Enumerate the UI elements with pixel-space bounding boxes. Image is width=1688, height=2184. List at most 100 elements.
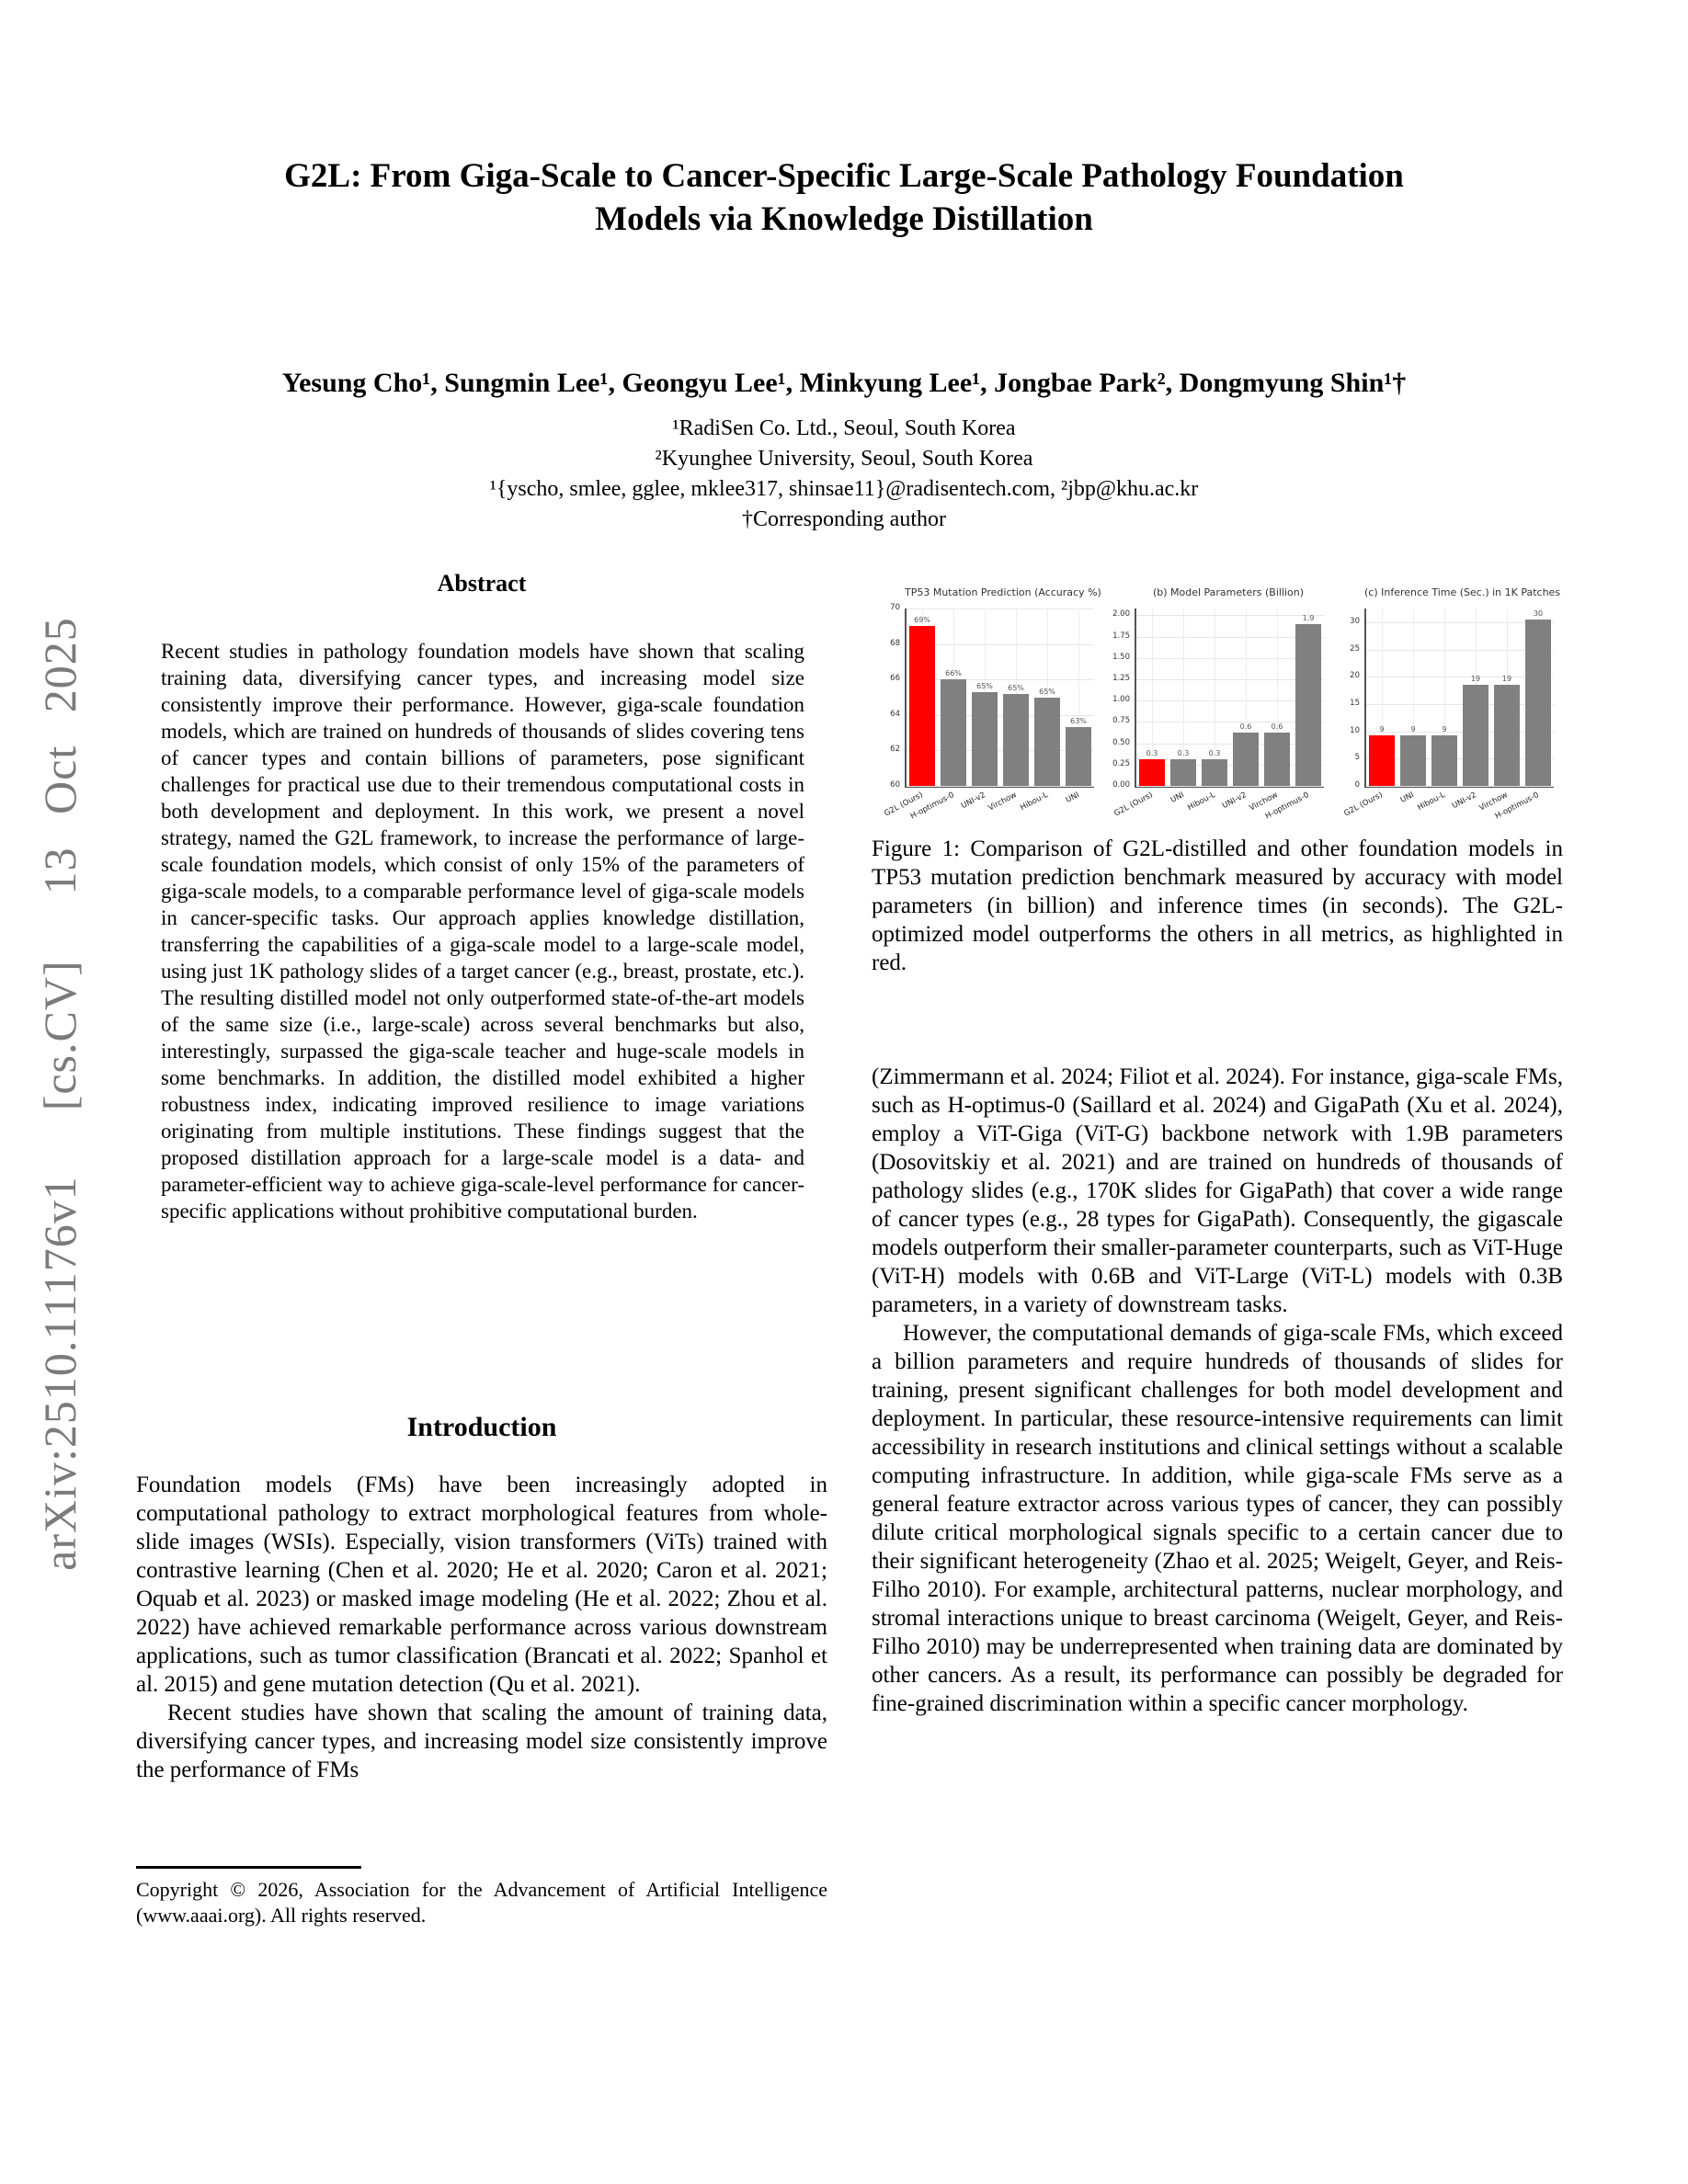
bar-H-optimus-0 [1525,620,1551,786]
authors-line: Yesung Cho¹, Sungmin Lee¹, Geongyu Lee¹,… [281,368,1407,398]
gridline-vertical [1183,609,1184,786]
bar-value-label: 65% [1039,687,1055,696]
y-tick-label: 2.00 [1112,609,1130,620]
gridline-horizontal [1136,679,1324,680]
y-tick-label: 0.50 [1112,737,1130,747]
bar-value-label: 63% [1070,717,1087,726]
gridline-horizontal [907,714,1094,716]
bar-H-optimus-0 [941,679,966,786]
bar-value-label: 69% [914,616,930,625]
bar-UNI [1066,727,1091,786]
bar-Hibou-L [1202,759,1227,786]
paper-title-line2: Models via Knowledge Distillation [595,200,1093,238]
gridline-vertical [1277,609,1278,786]
affiliation-emails: ¹{yscho, smlee, gglee, mklee317, shinsae… [489,477,1199,501]
bar-value-label: 19 [1501,674,1512,683]
y-tick-label: 0 [1354,780,1360,790]
gridline-horizontal [1366,621,1554,623]
right-column-paragraph-2: However, the computational demands of gi… [872,1321,1563,1716]
model-parameters-chart: (b) Model Parameters (Billion) 0.3 0.3 0.3 0… [1101,577,1331,827]
copyright-footnote: Copyright © 2026, Association for the Ad… [136,1878,827,1927]
y-tick-label: 30 [1350,616,1360,626]
abstract-heading: Abstract [437,570,527,597]
gridline-horizontal [1136,636,1324,638]
bar-value-label: 9 [1442,725,1447,734]
gridline-vertical [1078,609,1079,786]
gridline-horizontal [1136,764,1324,766]
gridline-horizontal [907,679,1094,681]
bar-value-label: 65% [1008,683,1024,692]
gridline-horizontal [1366,649,1554,651]
gridline-horizontal [1136,657,1324,659]
bar-value-label: 0.6 [1271,722,1283,731]
y-tick-label: 20 [1350,671,1360,681]
introduction-heading: Introduction [406,1412,557,1442]
gridline-horizontal [907,786,1094,787]
gridline-horizontal [1366,731,1554,733]
bar-value-label: 9 [1379,725,1385,734]
gridline-horizontal [1136,700,1324,702]
bar-value-label: 0.6 [1239,722,1252,731]
bar-UNI [1400,735,1426,786]
bar-UNI-v2 [1233,732,1259,786]
tp53-accuracy-chart: TP53 Mutation Prediction (Accuracy %) 69%… [872,577,1101,827]
bar-G2L (Ours) [909,626,935,786]
y-tick-label: 60 [890,780,900,790]
corresponding-author-note: †Corresponding author [742,507,946,531]
gridline-horizontal [1136,786,1324,787]
gridline-vertical [1152,609,1153,786]
y-tick-label: 0.25 [1112,758,1130,768]
bar-value-label: 19 [1470,674,1481,683]
y-tick-label: 68 [890,638,900,648]
gridline-vertical [1382,609,1383,786]
inference-time-chart: (c) Inference Time (Sec.) in 1K Patches 9… [1331,577,1561,827]
gridline-vertical [1444,609,1445,786]
bar-value-label: 1.9 [1302,613,1315,622]
affiliation-kyunghee: ²Kyunghee University, Seoul, South Korea [655,447,1033,471]
y-tick-label: 15 [1350,698,1360,708]
bar-value-label: 66% [945,669,962,678]
bar-G2L (Ours) [1369,735,1395,786]
footnote-rule [136,1866,361,1869]
y-tick-label: 10 [1350,725,1360,735]
chart-plot-area: 9 9 9 19 19 30 [1364,609,1554,788]
chart-title: (b) Model Parameters (Billion) [1152,586,1305,598]
bar-Virchow [1003,693,1029,786]
introduction-paragraph-1: Foundation models (FMs) have been increa… [136,1473,827,1697]
chart-plot-area: 69% 66% 65% 65% 65% 63% [905,609,1094,788]
bar-UNI-v2 [972,691,998,786]
gridline-horizontal [1366,786,1554,787]
bar-Hibou-L [1034,697,1060,786]
y-tick-label: 1.25 [1112,674,1130,683]
right-column-body: (Zimmermann et al. 2024; Filiot et al. 2… [872,1063,1563,1718]
bar-value-label: 0.3 [1208,749,1221,758]
bar-value-label: 0.3 [1146,749,1158,758]
bar-Virchow [1264,732,1290,786]
bar-value-label: 0.3 [1177,749,1190,758]
bar-G2L (Ours) [1139,759,1165,786]
abstract-text: Recent studies in pathology foundation m… [161,640,804,1223]
y-tick-label: 5 [1354,753,1360,763]
y-tick-label: 66 [890,674,900,684]
y-tick-label: 1.75 [1112,631,1130,641]
gridline-horizontal [1136,743,1324,745]
introduction-body: Foundation models (FMs) have been increa… [136,1471,827,1784]
paper-title-line1: G2L: From Giga-Scale to Cancer-Specific … [284,157,1404,195]
chart-title: (c) Inference Time (Sec.) in 1K Patches [1364,586,1561,598]
bar-UNI-v2 [1463,684,1488,786]
bar-Virchow [1494,684,1520,786]
bar-UNI [1170,759,1196,786]
y-tick-label: 62 [890,745,900,755]
bar-value-label: 30 [1533,609,1544,619]
paper-title: G2L: From Giga-Scale to Cancer-Specific … [0,154,1688,241]
y-tick-label: 1.00 [1112,695,1130,705]
y-tick-label: 64 [890,709,900,719]
affiliations-block: ¹RadiSen Co. Ltd., Seoul, South Korea ²K… [0,414,1688,535]
y-tick-label: 1.50 [1112,652,1130,662]
figure-1: TP53 Mutation Prediction (Accuracy %) 69%… [872,577,1563,827]
gridline-horizontal [1366,758,1554,760]
gridline-horizontal [1366,703,1554,705]
arxiv-watermark: arXiv:2510.11176v1 [cs.CV] 13 Oct 2025 [34,617,86,1571]
y-tick-label: 0.00 [1112,780,1130,790]
bar-H-optimus-0 [1295,623,1321,786]
